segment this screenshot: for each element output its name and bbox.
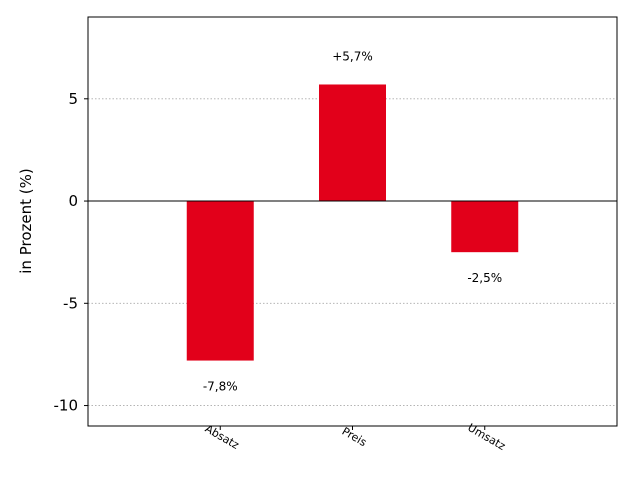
y-tick-label: -5 [63,294,78,312]
bar-absatz [186,201,254,361]
data-label: +5,7% [332,49,373,63]
plot-frame [87,16,618,427]
y-axis-ticks: -10 -5 0 5 [54,90,88,415]
x-tick-label: Absatz [203,422,242,452]
y-axis-title: in Prozent (%) [17,168,35,273]
gridlines [88,98,617,406]
x-tick-label: Preis [340,425,369,450]
bar-umsatz [451,201,519,253]
data-label: -2,5% [467,271,502,285]
y-tick-label: 0 [68,192,78,210]
bars [186,84,519,361]
bar-preis [319,84,386,202]
y-tick-label: 5 [68,90,78,108]
data-label: -7,8% [203,380,238,394]
y-tick-label: -10 [54,397,79,415]
data-labels: -7,8% +5,7% -2,5% [203,49,502,393]
